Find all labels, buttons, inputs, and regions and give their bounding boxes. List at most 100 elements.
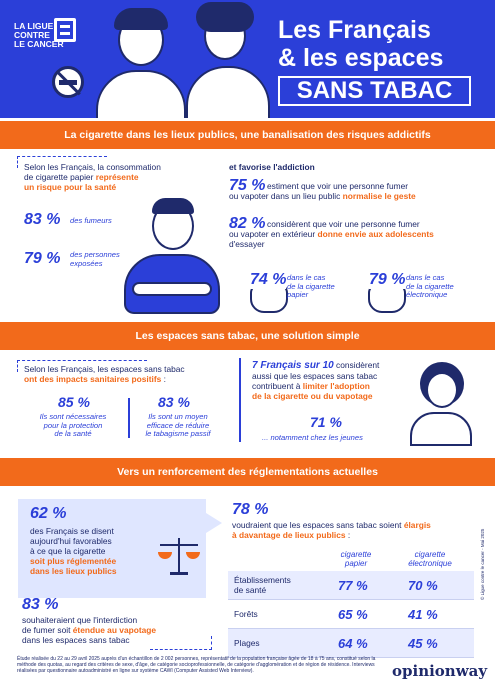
- cell-electronic: 70 %: [408, 578, 438, 593]
- row-label: Établissements de santé: [234, 571, 316, 600]
- text-line: de santé: [234, 584, 267, 595]
- text-line: de fumer soit étendue au vapotage: [22, 625, 212, 635]
- text-line: Selon les Français, les espaces sans tab…: [24, 364, 185, 374]
- person-crossed-arms-illustration: [118, 196, 222, 314]
- text-span: de fumer soit: [22, 625, 73, 635]
- row-label: Forêts: [234, 600, 316, 629]
- scales-pan-right: [186, 552, 200, 559]
- stat-passive-label: Ils sont un moyen efficace de réduire le…: [132, 412, 224, 439]
- stat-exposed-label: des personnes exposées: [70, 250, 120, 268]
- text-line: électronique: [406, 290, 448, 300]
- divider: [128, 398, 130, 438]
- opinionway-logo: opinionway: [392, 662, 488, 680]
- stat-vape-value: 79 %: [369, 271, 406, 289]
- woman-face: [426, 372, 458, 408]
- text-line: Selon les Français, la consommation: [24, 162, 161, 172]
- text-line: de cigarette papier représente: [24, 172, 224, 182]
- scales-icon: [158, 536, 200, 576]
- text-line: de la santé: [54, 429, 92, 439]
- text-line: d'essayer: [229, 239, 265, 249]
- text-line: de la cigarette: [287, 281, 335, 291]
- stat-vape-label: dans le cas de la cigarette électronique: [406, 273, 454, 300]
- person-body-right: [186, 66, 270, 118]
- text-line: Ils sont un moyen: [148, 412, 208, 421]
- stat-protection-label: Ils sont nécessaires pour la protection …: [30, 412, 116, 439]
- stat-paper-value: 74 %: [250, 271, 287, 289]
- scales-pillar: [178, 538, 180, 572]
- text-highlight: élargis: [403, 520, 431, 530]
- text-line: dans les espaces sans tabac: [22, 635, 130, 645]
- title-highlight-box: SANS TABAC: [278, 76, 471, 106]
- text-highlight: étendue au vapotage: [72, 625, 157, 635]
- table-row: Établissements de santé 77 % 70 %: [228, 571, 474, 600]
- text-span: contribuent à: [252, 381, 303, 391]
- text-line: papier: [344, 558, 368, 568]
- text-line: 7 Français sur 10 considèrent: [252, 360, 432, 371]
- cell-paper: 65 %: [338, 607, 368, 622]
- cell-paper: 64 %: [338, 636, 368, 651]
- text-line: Forêts: [234, 608, 258, 619]
- text-highlight: représente: [95, 172, 139, 182]
- section-bar-2: Les espaces sans tabac, une solution sim…: [0, 322, 495, 350]
- scales-beam: [160, 544, 198, 546]
- dashed-frame: [150, 636, 212, 650]
- text-span: :: [161, 374, 166, 384]
- divider: [239, 358, 241, 442]
- text-line: à ce que la cigarette: [30, 546, 106, 556]
- text-line: ou vapoter dans un lieu public normalise…: [229, 191, 479, 201]
- text-highlight: dans les lieux publics: [30, 566, 117, 576]
- text-span: :: [345, 530, 351, 540]
- title-line: Les Français: [278, 16, 431, 44]
- text-line: à davantage de lieux publics :: [232, 530, 482, 540]
- text-highlight: un risque pour la santé: [24, 182, 117, 192]
- row-label: Plages: [234, 629, 316, 658]
- logo-text-line: CONTRE: [14, 30, 50, 40]
- places-table: Établissements de santé 77 % 70 % Forêts …: [228, 571, 474, 658]
- stat-normalise-text: estiment que voir une personne fumer ou …: [229, 181, 479, 201]
- text-line: ou vapoter en extérieur donne envie aux …: [229, 229, 489, 239]
- column-header-paper: cigarette papier: [326, 550, 386, 568]
- section1-intro: Selon les Français, la consommation de c…: [24, 162, 224, 192]
- woman-body: [410, 412, 472, 446]
- text-line: le tabagisme passif: [145, 429, 211, 439]
- side-credit: © Ligue contre le cancer - Mai 2025: [480, 528, 485, 600]
- no-smoking-icon: [52, 66, 84, 98]
- text-line: efficace de réduire: [146, 420, 210, 430]
- text-line: électronique: [408, 558, 452, 568]
- stat-protection-value: 85 %: [58, 394, 90, 410]
- stat-vaping-ban-text: souhaiteraient que l'interdiction de fum…: [22, 615, 212, 645]
- logo-text-line: LA LIGUE: [14, 21, 54, 31]
- person-arms: [132, 282, 212, 296]
- text-span: de cigarette papier: [24, 172, 96, 182]
- section-bar-3: Vers un renforcement des réglementations…: [0, 458, 495, 486]
- person-body-left: [96, 70, 186, 118]
- stat-regulation-text: des Français se disent aujourd'hui favor…: [30, 526, 150, 576]
- text-line: cigarette: [414, 550, 446, 559]
- text-line: des personnes: [70, 250, 120, 259]
- stat-youth-value: 71 %: [310, 414, 342, 430]
- text-line: papier: [287, 290, 309, 300]
- young-woman-vaping-illustration: [410, 360, 472, 446]
- text-highlight: soit plus réglementée: [30, 556, 117, 566]
- text-line: dans le cas: [406, 273, 445, 282]
- cell-electronic: 45 %: [408, 636, 438, 651]
- text-line: aujourd'hui favorables: [30, 536, 112, 546]
- table-row: Plages 64 % 45 %: [228, 629, 474, 658]
- text-span: ou vapoter en extérieur: [229, 229, 318, 239]
- stat-exposed-value: 79 %: [24, 250, 61, 267]
- text-line: souhaiteraient que l'interdiction: [22, 615, 138, 625]
- stat-normalise-value: 75 %: [229, 177, 266, 194]
- text-line: contribuent à limiter l'adoption: [252, 381, 432, 391]
- scales-pan-left: [158, 552, 172, 559]
- person-hair: [152, 198, 194, 214]
- table-row: Forêts 65 % 41 %: [228, 600, 474, 629]
- person-hair-right: [196, 2, 254, 32]
- text-line: dans le cas: [287, 273, 326, 282]
- section2-intro: Selon les Français, les espaces sans tab…: [24, 364, 234, 384]
- person-hair-left: [114, 8, 168, 30]
- stat-teens-value: 82 %: [229, 215, 266, 232]
- stat-vaping-ban-value: 83 %: [22, 596, 59, 613]
- text-highlight: 7 Français sur 10: [252, 360, 334, 371]
- text-highlight: limiter l'adoption: [302, 381, 370, 391]
- text-line: exposées: [70, 258, 103, 268]
